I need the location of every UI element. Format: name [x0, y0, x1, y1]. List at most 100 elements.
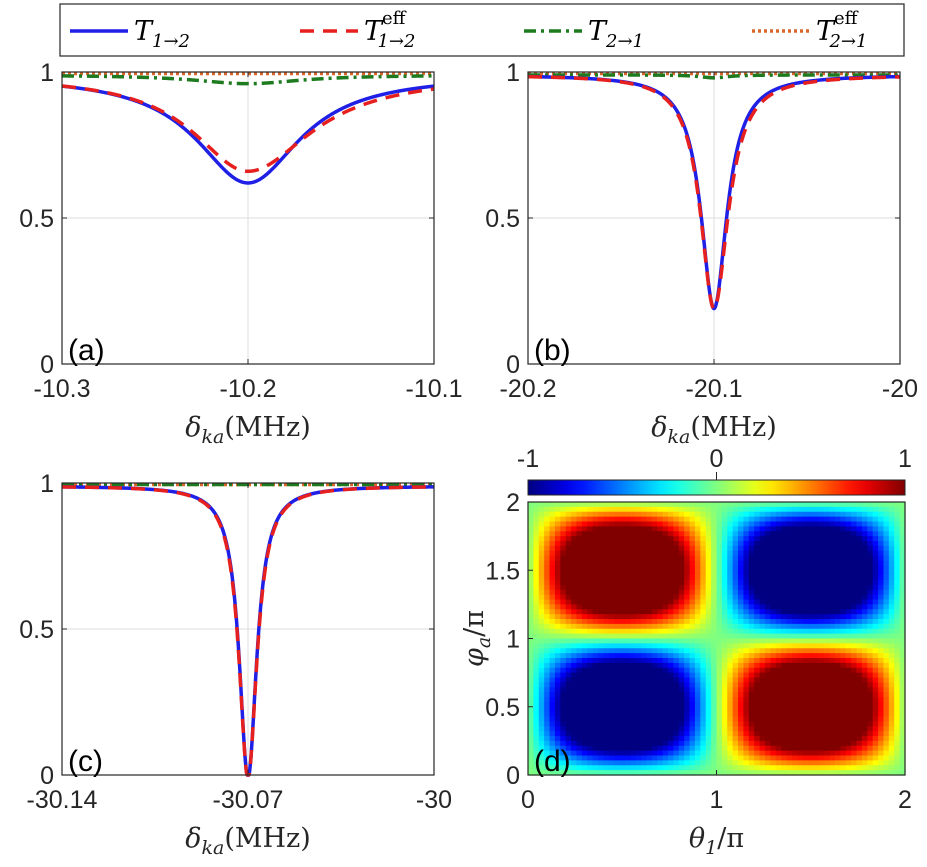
heatmap-cell: [565, 692, 572, 698]
heatmap-cell: [791, 667, 798, 674]
heatmap-cell: [684, 672, 691, 679]
heatmap-cell: [861, 662, 868, 669]
heatmap-cell: [791, 511, 798, 518]
heatmap-cell: [802, 511, 809, 518]
heatmap-cell: [565, 580, 572, 586]
heatmap-cell: [711, 516, 718, 523]
heatmap-cell: [727, 662, 734, 669]
heatmap-cell: [581, 511, 588, 518]
heatmap-cell: [528, 750, 534, 757]
heatmap-cell: [845, 667, 852, 674]
heatmap-cell: [624, 633, 631, 640]
heatmap-cell: [883, 706, 890, 713]
heatmap-cell: [684, 555, 691, 562]
heatmap-cell: [560, 687, 567, 693]
heatmap-cell: [748, 682, 755, 688]
heatmap-cell: [759, 667, 766, 674]
heatmap-cell: [694, 570, 701, 576]
heatmap-cell: [845, 570, 852, 576]
heatmap-cell: [759, 687, 766, 693]
heatmap-cell: [554, 726, 561, 732]
heatmap-cell: [608, 731, 615, 737]
heatmap-cell: [872, 545, 879, 552]
heatmap-cell: [894, 731, 901, 737]
heatmap-cell: [705, 677, 712, 683]
heatmap-cell: [808, 682, 815, 688]
heatmap-cell: [533, 521, 540, 527]
heatmap-cell: [716, 682, 723, 688]
heatmap-cell: [727, 521, 734, 527]
heatmap-cell: [603, 750, 610, 757]
heatmap-cell: [840, 580, 847, 586]
heatmap-cell: [662, 555, 669, 562]
heatmap-cell: [554, 745, 561, 752]
heatmap-cell: [732, 662, 739, 669]
heatmap-cell: [560, 628, 567, 635]
heatmap-cell: [802, 716, 809, 722]
heatmap-cell: [581, 653, 588, 659]
heatmap-cell: [571, 662, 578, 669]
x-tick-label: -10.1: [406, 375, 463, 403]
heatmap-cell: [651, 692, 658, 698]
heatmap-cell: [840, 521, 847, 527]
heatmap-cell: [818, 638, 825, 644]
heatmap-cell: [587, 619, 594, 625]
heatmap-cell: [711, 750, 718, 757]
heatmap-cell: [619, 633, 626, 640]
heatmap-cell: [581, 619, 588, 625]
heatmap-cell: [684, 731, 691, 737]
heatmap-cell: [592, 506, 599, 513]
heatmap-cell: [673, 589, 680, 596]
heatmap-cell: [899, 502, 906, 508]
heatmap-cell: [641, 511, 648, 518]
heatmap-cell: [630, 667, 637, 674]
heatmap-cell: [608, 662, 615, 669]
heatmap-cell: [603, 638, 610, 644]
heatmap-cell: [581, 701, 588, 708]
heatmap-cell: [861, 502, 868, 508]
heatmap-cell: [872, 589, 879, 596]
heatmap-cell: [899, 643, 906, 649]
heatmap-cell: [845, 697, 852, 703]
heatmap-cell: [824, 623, 831, 630]
heatmap-cell: [630, 531, 637, 537]
heatmap-cell: [808, 687, 815, 693]
heatmap-cell: [770, 726, 777, 732]
heatmap-cell: [646, 731, 653, 737]
heatmap-cell: [899, 770, 906, 776]
heatmap-cell: [791, 740, 798, 747]
heatmap-cell: [689, 604, 696, 610]
heatmap-cell: [786, 516, 793, 523]
heatmap-cell: [678, 575, 685, 581]
heatmap-cell: [554, 628, 561, 635]
heatmap-cell: [565, 511, 572, 518]
heatmap-cell: [651, 560, 658, 566]
heatmap-cell: [657, 609, 664, 615]
heatmap-cell: [867, 682, 874, 688]
heatmap-cell: [651, 506, 658, 513]
heatmap-cell: [824, 580, 831, 586]
heatmap-cell: [554, 755, 561, 761]
heatmap-cell: [818, 526, 825, 532]
heatmap-cell: [791, 701, 798, 708]
heatmap-cell: [603, 682, 610, 688]
heatmap-cell: [651, 609, 658, 615]
heatmap-cell: [878, 521, 885, 527]
heatmap-cell: [689, 692, 696, 698]
heatmap-cell: [732, 531, 739, 537]
heatmap-cell: [786, 711, 793, 718]
heatmap-cell: [818, 594, 825, 601]
heatmap-cell: [538, 662, 545, 669]
heatmap-cell: [856, 550, 863, 557]
heatmap-cell: [738, 755, 745, 761]
heatmap-cell: [743, 677, 750, 683]
heatmap-cell: [619, 667, 626, 674]
heatmap-cell: [571, 560, 578, 566]
heatmap-cell: [754, 648, 761, 654]
heatmap-cell: [861, 623, 868, 630]
heatmap-cell: [705, 643, 712, 649]
heatmap-cell: [565, 555, 572, 562]
heatmap-cell: [721, 677, 728, 683]
heatmap-cell: [867, 531, 874, 537]
colorbar-tick-label: -1: [517, 445, 539, 473]
